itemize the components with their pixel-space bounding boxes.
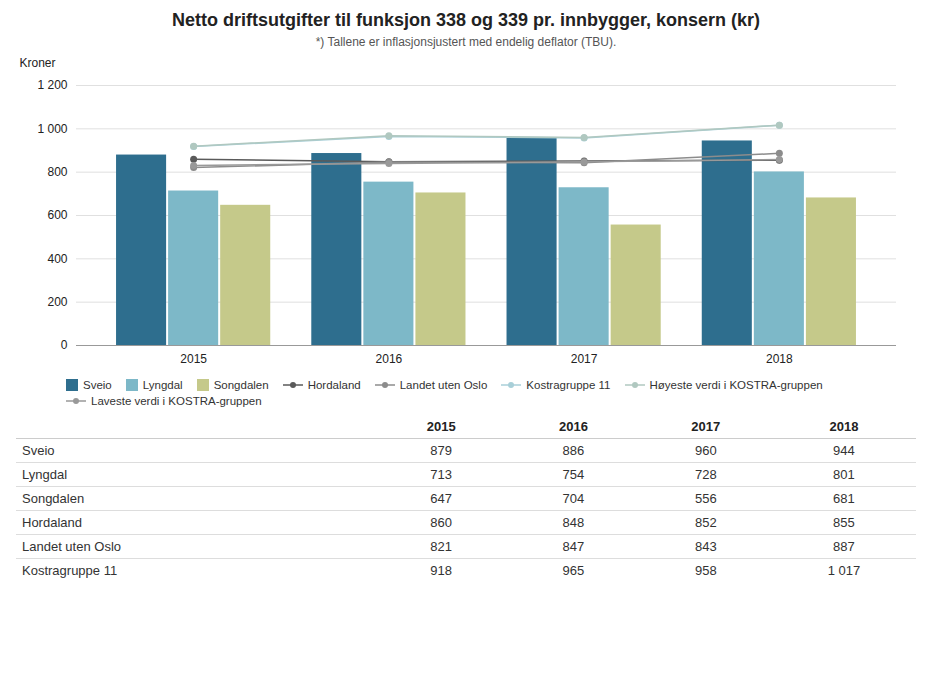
html-text:801: 801 <box>833 467 855 482</box>
html-text:Sveio: Sveio <box>83 379 112 391</box>
html-text:Sveio: Sveio <box>22 443 55 458</box>
html-text:860: 860 <box>430 515 452 530</box>
svg-text:800: 800 <box>47 165 67 179</box>
html-text:879: 879 <box>430 443 452 458</box>
html-text:Kostragruppe 11: Kostragruppe 11 <box>22 563 118 578</box>
html-text:958: 958 <box>694 563 717 578</box>
html-text:754: 754 <box>562 467 585 482</box>
html-text:848: 848 <box>562 515 585 530</box>
html-text:2018: 2018 <box>829 419 859 434</box>
html-text:918: 918 <box>430 563 452 578</box>
html-text:Lyngdal: Lyngdal <box>142 379 183 391</box>
html-text:Songdalen: Songdalen <box>22 491 85 506</box>
html-text:965: 965 <box>562 563 585 578</box>
html-text:2015: 2015 <box>426 419 456 434</box>
svg-text:0: 0 <box>61 338 68 352</box>
html-text:Høyeste verdi i KOSTRA-gruppen: Høyeste verdi i KOSTRA-gruppen <box>649 379 823 391</box>
html-text:704: 704 <box>562 491 585 506</box>
html-text:1 017: 1 017 <box>827 563 861 578</box>
html-text:852: 852 <box>694 515 717 530</box>
html-text:886: 886 <box>562 443 585 458</box>
html-text:843: 843 <box>694 539 717 554</box>
svg-text:1 000: 1 000 <box>37 122 67 136</box>
html-text:2016: 2016 <box>559 419 588 434</box>
html-text:Hordaland: Hordaland <box>22 515 82 530</box>
html-text:556: 556 <box>694 491 717 506</box>
html-text:847: 847 <box>562 539 585 554</box>
html-text:728: 728 <box>694 467 717 482</box>
svg-text:2017: 2017 <box>571 352 598 366</box>
html-text:Netto driftsutgifter til funks: Netto driftsutgifter til funksjon 338 og… <box>172 10 760 30</box>
html-text:960: 960 <box>694 443 717 458</box>
svg-text:2015: 2015 <box>180 352 207 366</box>
html-text:*) Tallene er inflasjonsjuster: *) Tallene er inflasjonsjustert med ende… <box>315 35 617 49</box>
html-text:855: 855 <box>833 515 855 530</box>
html-text:713: 713 <box>430 467 452 482</box>
html-text:Hordaland: Hordaland <box>307 379 361 391</box>
html-text:Kostragruppe 11: Kostragruppe 11 <box>526 379 611 391</box>
svg-text:600: 600 <box>47 208 67 222</box>
html-text:Landet uten Oslo: Landet uten Oslo <box>22 539 121 554</box>
html-text:Songdalen: Songdalen <box>213 379 269 391</box>
svg-text:2018: 2018 <box>766 352 793 366</box>
svg-text:200: 200 <box>47 295 67 309</box>
html-text:887: 887 <box>833 539 855 554</box>
svg-text:1 200: 1 200 <box>37 78 67 92</box>
html-text:Landet uten Oslo: Landet uten Oslo <box>399 379 488 391</box>
html-text:Laveste verdi i KOSTRA-gruppen: Laveste verdi i KOSTRA-gruppen <box>91 395 262 407</box>
html-text:681: 681 <box>833 491 855 506</box>
html-text:944: 944 <box>833 443 855 458</box>
html-text:Lyngdal: Lyngdal <box>22 467 68 482</box>
html-text:2017: 2017 <box>691 419 721 434</box>
svg-text:2016: 2016 <box>376 352 403 366</box>
html-text:821: 821 <box>430 539 452 554</box>
html-text:647: 647 <box>430 491 452 506</box>
svg-text:Kroner: Kroner <box>20 56 56 70</box>
svg-text:400: 400 <box>47 252 67 266</box>
